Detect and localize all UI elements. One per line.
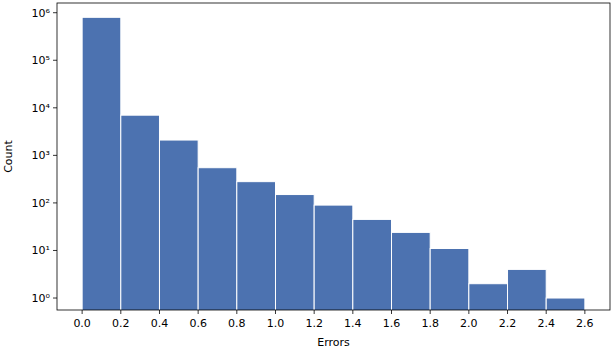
x-tick <box>468 310 469 314</box>
x-tick <box>159 310 160 314</box>
x-tick <box>120 310 121 314</box>
y-tick <box>53 298 57 299</box>
x-tick-label: 0.8 <box>228 317 246 330</box>
y-tick-label: 10⁶ <box>32 7 51 20</box>
x-tick <box>546 310 547 314</box>
y-tick <box>53 155 57 156</box>
x-tick <box>352 310 353 314</box>
y-tick-label: 10⁴ <box>32 102 51 115</box>
x-tick <box>314 310 315 314</box>
histogram-bar <box>198 168 237 310</box>
bars <box>82 17 585 310</box>
background <box>0 0 612 352</box>
x-tick-label: 1.4 <box>344 317 362 330</box>
y-tick <box>53 107 57 108</box>
x-tick <box>198 310 199 314</box>
x-tick <box>507 310 508 314</box>
y-tick <box>53 12 57 13</box>
histogram-bar <box>508 269 547 310</box>
histogram-bar <box>82 17 121 310</box>
x-tick <box>275 310 276 314</box>
y-tick-label: 10² <box>32 197 50 210</box>
histogram-bar <box>237 182 276 310</box>
histogram-bar <box>392 232 431 310</box>
y-tick-label: 10³ <box>32 149 50 162</box>
x-tick-label: 2.0 <box>460 317 478 330</box>
histogram-bar <box>121 115 160 310</box>
y-tick <box>53 202 57 203</box>
x-tick-label: 1.0 <box>267 317 285 330</box>
histogram-bar <box>546 298 585 310</box>
x-tick-label: 0.0 <box>73 317 91 330</box>
y-tick-label: 10⁰ <box>32 292 51 305</box>
x-axis-label: Errors <box>317 336 350 349</box>
y-tick-label: 10⁵ <box>32 54 50 67</box>
y-tick <box>53 60 57 61</box>
x-tick-label: 1.6 <box>383 317 401 330</box>
y-axis-label: Count <box>2 139 15 172</box>
x-tick-label: 2.6 <box>576 317 594 330</box>
x-tick-label: 2.2 <box>499 317 517 330</box>
chart-svg: 0.0 0.2 0.4 0.6 0.8 1.0 1.2 1.4 1.6 1.8 2.0 2.2 2.4 2… <box>0 0 612 352</box>
histogram-bar <box>469 284 508 310</box>
x-tick-label: 2.4 <box>537 317 555 330</box>
x-tick <box>584 310 585 314</box>
x-tick-label: 0.2 <box>112 317 130 330</box>
x-tick-label: 0.6 <box>189 317 207 330</box>
plot-frame <box>57 3 610 310</box>
histogram-bar <box>275 195 314 310</box>
x-tick-label: 0.4 <box>151 317 169 330</box>
x-tick-label: 1.8 <box>421 317 439 330</box>
histogram-bar <box>430 249 469 310</box>
x-tick <box>430 310 431 314</box>
histogram-bar <box>314 205 353 310</box>
histogram-bar <box>353 219 392 310</box>
x-tick <box>391 310 392 314</box>
histogram-bar <box>159 140 198 310</box>
chart-container: 0.0 0.2 0.4 0.6 0.8 1.0 1.2 1.4 1.6 1.8 2.0 2.2 2.4 2… <box>0 0 612 352</box>
x-tick-label: 1.2 <box>305 317 323 330</box>
y-tick-label: 10¹ <box>32 244 50 257</box>
x-tick <box>82 310 83 314</box>
x-tick <box>236 310 237 314</box>
y-tick <box>53 250 57 251</box>
